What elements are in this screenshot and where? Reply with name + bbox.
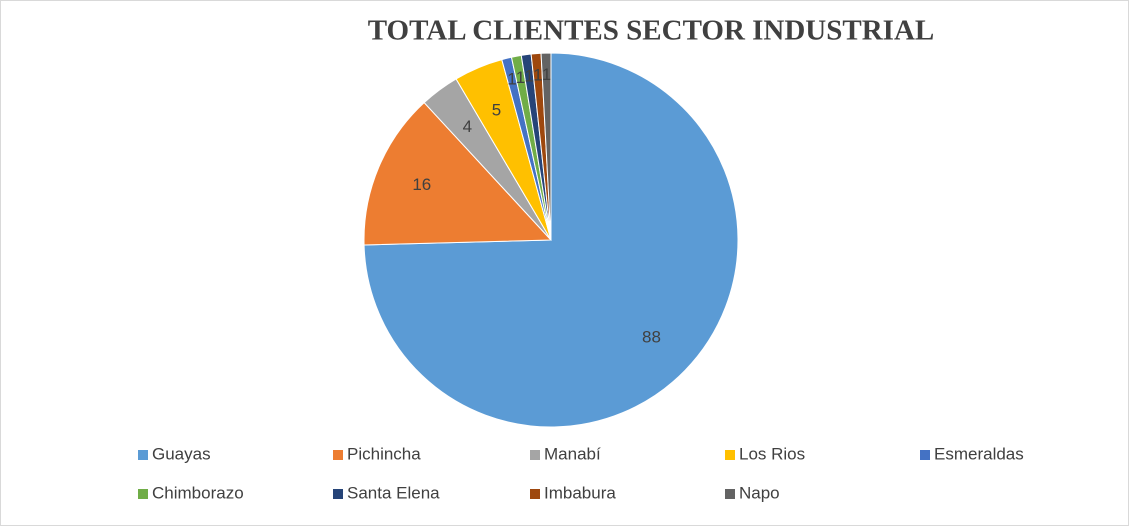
legend-swatch xyxy=(138,489,148,499)
pie-slice xyxy=(540,52,552,241)
data-label: 1 xyxy=(533,65,542,84)
legend-label: Santa Elena xyxy=(347,483,440,502)
legend-swatch xyxy=(333,489,343,499)
data-label: 1 xyxy=(507,70,516,89)
data-label: 4 xyxy=(463,117,472,136)
legend-label: Chimborazo xyxy=(152,483,244,502)
legend-swatch xyxy=(725,489,735,499)
legend-label: Imbabura xyxy=(544,483,616,502)
data-label: 88 xyxy=(642,327,661,346)
legend-label: Napo xyxy=(739,483,780,502)
pie-slice xyxy=(363,101,553,246)
data-label: 1 xyxy=(524,66,533,85)
legend-label: Esmeraldas xyxy=(934,444,1024,463)
legend-swatch xyxy=(920,450,930,460)
legend-swatch xyxy=(530,489,540,499)
legend-swatch xyxy=(530,450,540,460)
legend-label: Pichincha xyxy=(347,444,421,463)
data-label: 1 xyxy=(516,68,525,87)
legend-swatch xyxy=(725,450,735,460)
data-label: 5 xyxy=(492,100,501,119)
data-label: 1 xyxy=(542,65,551,84)
legend-label: Manabí xyxy=(544,444,601,463)
legend-label: Guayas xyxy=(152,444,211,463)
chart-title: TOTAL CLIENTES SECTOR INDUSTRIAL xyxy=(368,15,935,47)
legend-swatch xyxy=(138,450,148,460)
legend-label: Los Rios xyxy=(739,444,805,463)
legend-swatch xyxy=(333,450,343,460)
data-label: 16 xyxy=(412,175,431,194)
